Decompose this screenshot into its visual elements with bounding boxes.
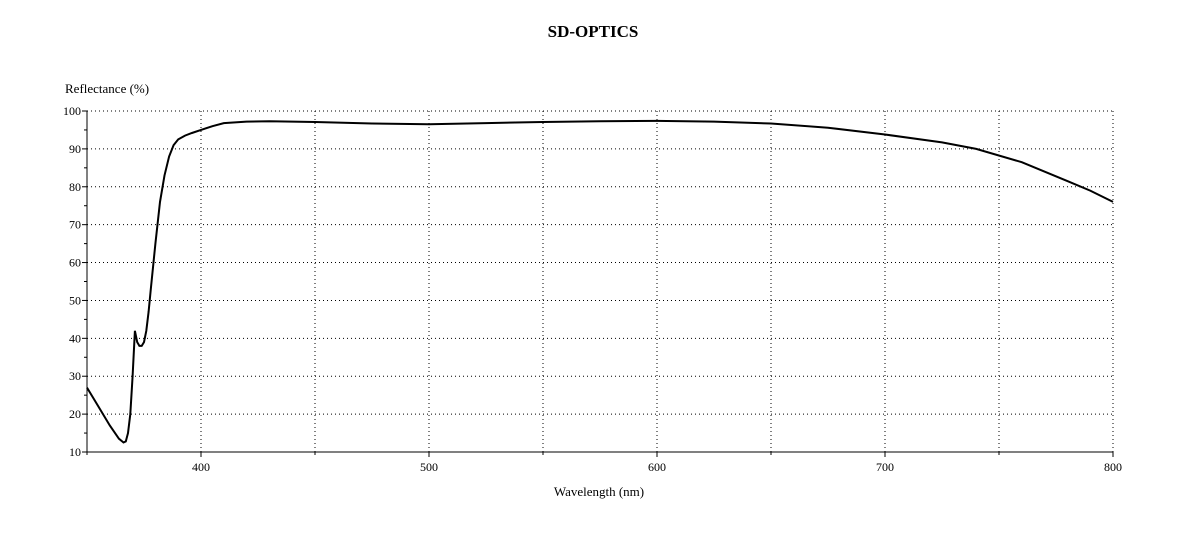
x-tick-label: 700 [876,460,894,474]
x-axis-label: Wavelength (nm) [554,484,644,499]
x-tick-label: 800 [1104,460,1122,474]
x-tick-label: 600 [648,460,666,474]
axes [82,110,1114,457]
x-tick-label: 500 [420,460,438,474]
chart-title: SD-OPTICS [548,22,639,41]
y-tick-label: 100 [63,104,81,118]
y-tick-label: 40 [69,331,81,345]
y-tick-label: 10 [69,445,81,459]
tick-labels: 10 20 30 40 50 60 70 80 90 100 400 500 600 700 800 [63,104,1122,474]
y-tick-label: 70 [69,218,81,232]
y-tick-label: 30 [69,369,81,383]
reflectance-curve [86,119,1114,444]
y-tick-label: 20 [69,407,81,421]
y-tick-label: 80 [69,180,81,194]
grid-lines [87,110,1114,452]
y-tick-label: 50 [69,293,81,307]
y-tick-label: 60 [69,256,81,270]
y-tick-label: 90 [69,142,81,156]
y-axis-label: Reflectance (%) [65,81,149,96]
x-tick-label: 400 [192,460,210,474]
